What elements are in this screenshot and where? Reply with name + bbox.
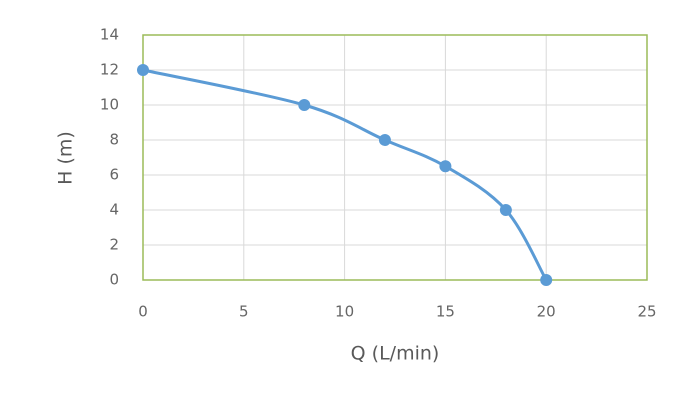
data-point xyxy=(439,160,452,173)
data-point xyxy=(499,204,512,216)
y-tick-label: 14 xyxy=(100,26,119,44)
x-tick-label: 10 xyxy=(335,303,354,321)
y-tick-label: 8 xyxy=(109,131,119,149)
y-tick-label: 10 xyxy=(100,96,119,114)
y-tick-label: 12 xyxy=(100,61,119,79)
y-tick-label: 4 xyxy=(109,201,119,219)
x-tick-label: 20 xyxy=(537,303,556,321)
y-tick-label: 6 xyxy=(109,166,119,184)
data-point xyxy=(298,99,311,111)
data-point xyxy=(540,274,553,286)
x-axis-label: Q (L/min) xyxy=(351,343,440,365)
data-line xyxy=(142,68,548,281)
x-tick-label: 25 xyxy=(637,303,656,321)
x-tick-label: 15 xyxy=(436,303,455,321)
y-axis-label: H (m) xyxy=(55,131,77,185)
y-tick-label: 0 xyxy=(109,271,119,289)
data-point xyxy=(378,134,391,146)
x-tick-label: 5 xyxy=(239,303,249,321)
data-point xyxy=(137,64,149,76)
x-tick-label: 0 xyxy=(138,303,148,321)
plot-frame xyxy=(142,34,648,281)
y-tick-label: 2 xyxy=(109,236,119,254)
